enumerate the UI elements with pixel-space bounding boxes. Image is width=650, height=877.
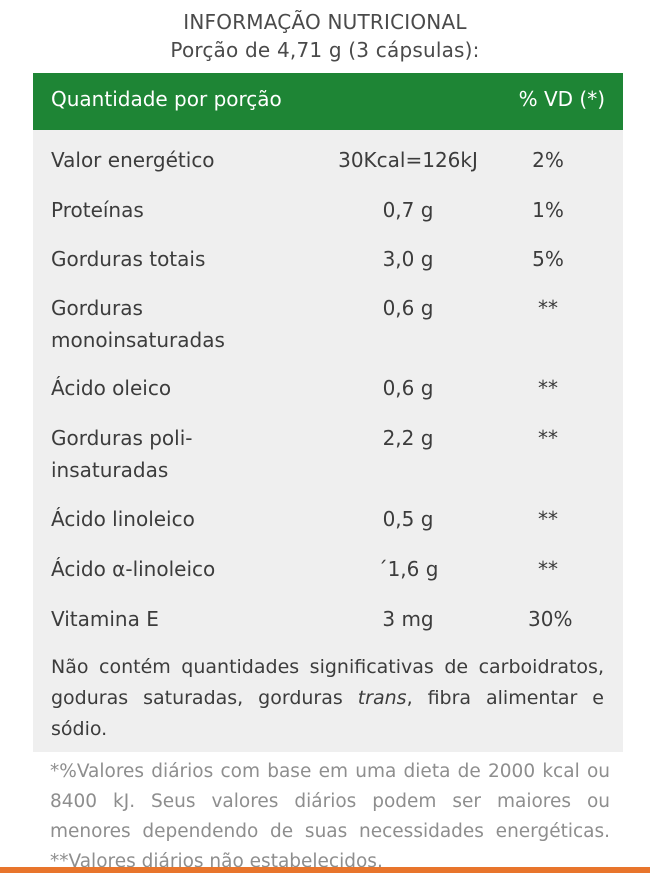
nutrient-dv: ** [538, 296, 558, 320]
nutrient-dv: ** [538, 376, 558, 400]
nutrient-amount: ´1,6 g [377, 557, 439, 581]
nutrient-name: Ácido linoleico [51, 507, 195, 531]
nutrient-amount: 3,0 g [382, 247, 434, 271]
note-trans: trans [357, 687, 407, 709]
nutrient-name: Proteínas [51, 198, 144, 222]
nutrient-amount: 30Kcal=126kJ [338, 148, 478, 172]
nutrient-name: Gorduras totais [51, 247, 206, 271]
nutrient-name: Ácido oleico [51, 376, 172, 400]
table-header: Quantidade por porção % VD (*) [33, 73, 623, 130]
nutrient-dv: ** [538, 426, 558, 450]
nutrient-amount: 3 mg [382, 607, 434, 631]
nutrient-amount: 2,2 g [382, 426, 434, 450]
note-text: Não contém quantidades significativas de… [51, 656, 604, 709]
header-quantity: Quantidade por porção [51, 87, 282, 111]
note-text-end: , fibra alimentar e sódio. [51, 687, 604, 740]
nutrition-table: Quantidade por porção % VD (*) Valor ene… [33, 73, 623, 752]
nutrient-name: Gorduras monoinsaturadas [51, 296, 225, 352]
table-note: Não contém quantidades significativas de… [51, 652, 604, 745]
nutrient-amount: 0,6 g [382, 376, 434, 400]
nutrient-name: Ácido α-linoleico [51, 557, 216, 581]
nutrient-amount: 0,6 g [382, 296, 434, 320]
footnote: *%Valores diários com base em uma dieta … [50, 761, 610, 872]
nutrient-amount: 0,5 g [382, 507, 434, 531]
nutrient-name: Gorduras poli-insaturadas [51, 426, 193, 482]
nutrient-name: Vitamina E [51, 607, 159, 631]
serving-size: Porção de 4,71 g (3 cápsulas): [170, 38, 480, 62]
nutrient-dv: ** [538, 507, 558, 531]
bottom-accent-bar [0, 867, 650, 873]
nutrient-dv: 1% [532, 198, 564, 222]
nutrition-title: INFORMAÇÃO NUTRICIONAL [183, 10, 467, 34]
nutrient-dv: 2% [532, 148, 564, 172]
nutrient-dv: 5% [532, 247, 564, 271]
nutrient-name: Valor energético [51, 148, 215, 172]
nutrient-amount: 0,7 g [382, 198, 434, 222]
nutrient-dv: 30% [528, 607, 573, 631]
header-daily-value: % VD (*) [518, 87, 605, 111]
nutrient-dv: ** [538, 557, 558, 581]
